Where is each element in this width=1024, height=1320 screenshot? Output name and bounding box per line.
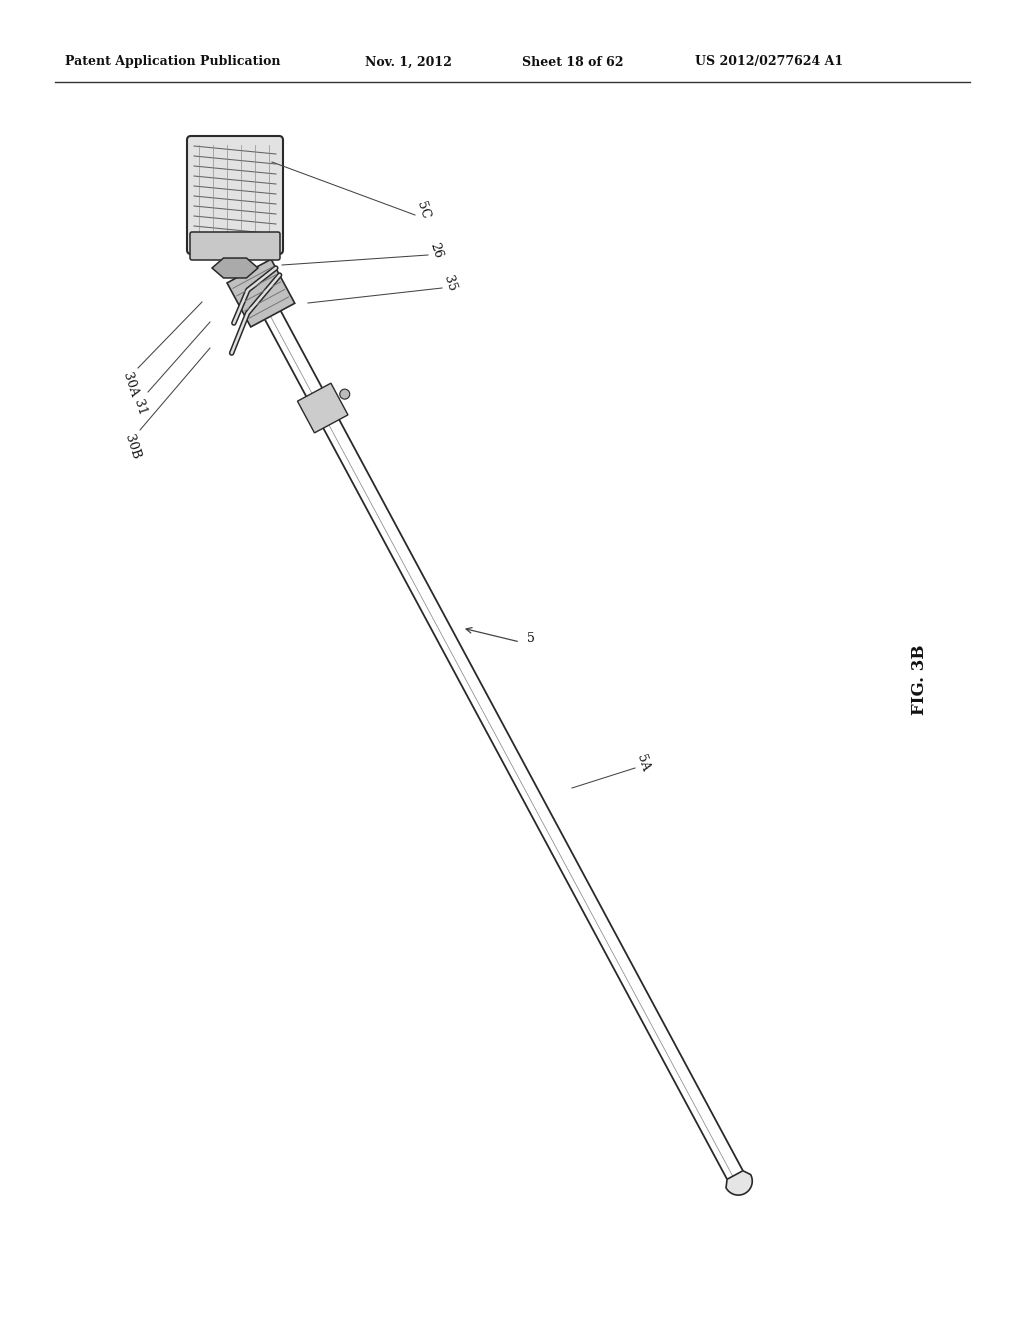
FancyBboxPatch shape bbox=[190, 232, 280, 260]
Text: Patent Application Publication: Patent Application Publication bbox=[65, 55, 281, 69]
Text: 35: 35 bbox=[441, 273, 459, 293]
Text: 30B: 30B bbox=[122, 433, 142, 461]
Polygon shape bbox=[297, 383, 348, 433]
Text: 30A: 30A bbox=[120, 371, 140, 399]
Text: 5C: 5C bbox=[414, 199, 432, 220]
Text: 31: 31 bbox=[131, 399, 148, 417]
Text: Nov. 1, 2012: Nov. 1, 2012 bbox=[365, 55, 452, 69]
Text: 26: 26 bbox=[427, 240, 444, 260]
Text: FIG. 3B: FIG. 3B bbox=[911, 644, 929, 715]
Polygon shape bbox=[212, 257, 258, 279]
FancyBboxPatch shape bbox=[187, 136, 283, 253]
Polygon shape bbox=[726, 1171, 753, 1195]
Text: 5A: 5A bbox=[634, 752, 652, 774]
Circle shape bbox=[340, 389, 350, 399]
Polygon shape bbox=[227, 259, 295, 327]
Text: 5: 5 bbox=[527, 632, 535, 645]
Text: US 2012/0277624 A1: US 2012/0277624 A1 bbox=[695, 55, 843, 69]
Text: Sheet 18 of 62: Sheet 18 of 62 bbox=[522, 55, 624, 69]
